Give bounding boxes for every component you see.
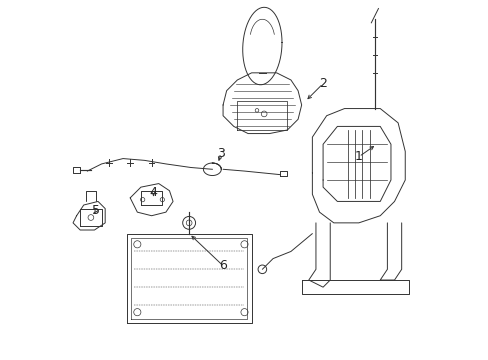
Text: 3: 3 — [217, 147, 225, 160]
Text: 4: 4 — [149, 186, 157, 199]
Text: 6: 6 — [219, 259, 226, 272]
Text: 1: 1 — [354, 150, 362, 163]
Text: 5: 5 — [92, 204, 100, 217]
Text: 2: 2 — [319, 77, 326, 90]
